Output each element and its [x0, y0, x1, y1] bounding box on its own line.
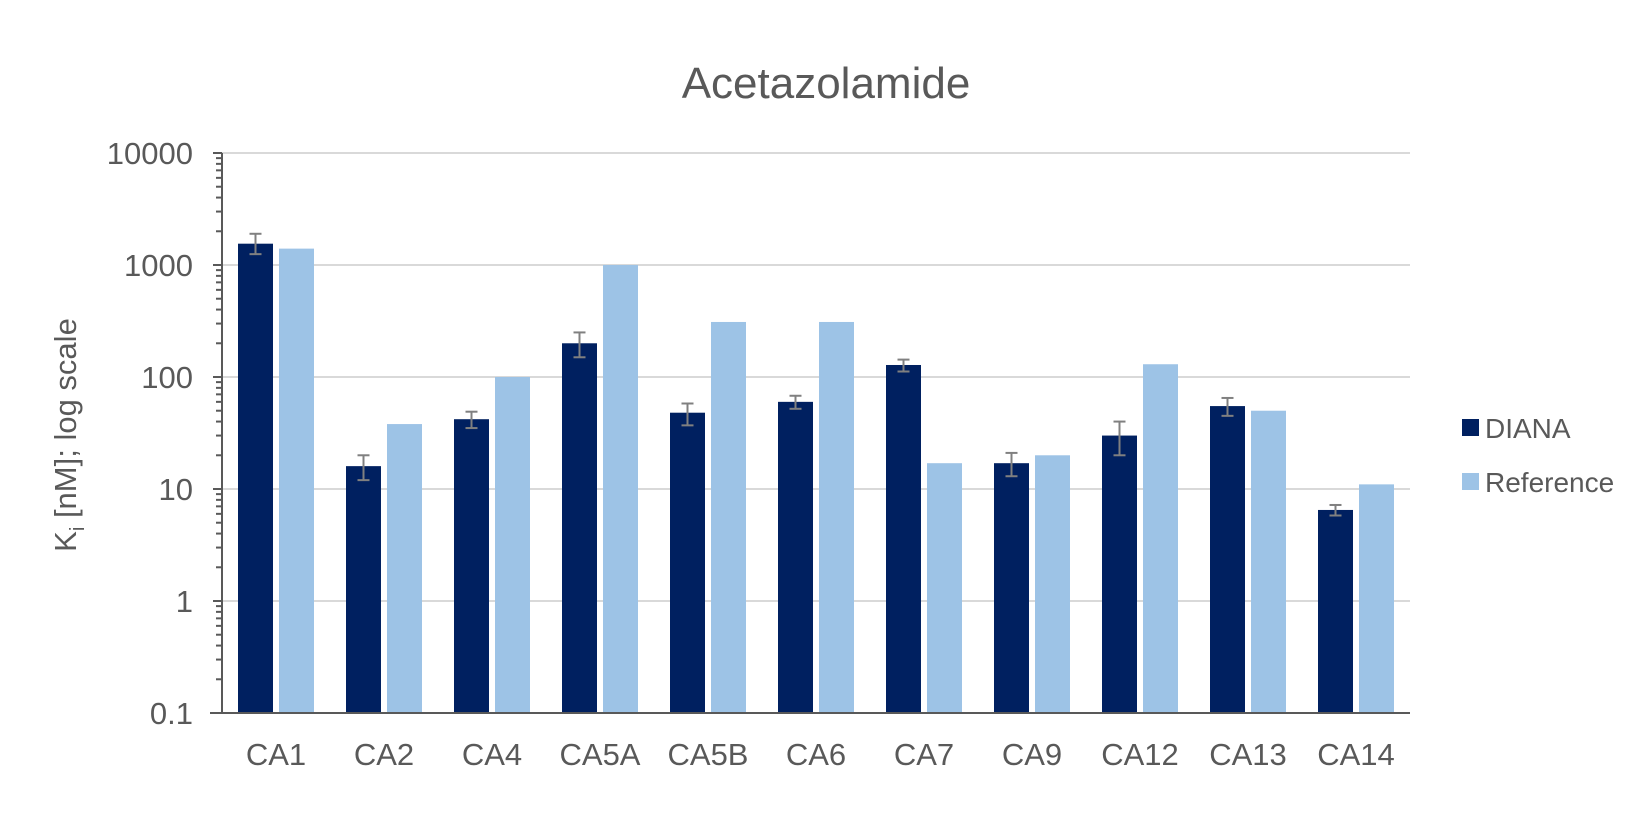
bar-reference-ca6	[819, 321, 854, 713]
legend-swatch-diana	[1462, 419, 1479, 436]
bar-reference-ca2	[387, 424, 422, 713]
legend-label-diana: DIANA	[1485, 413, 1571, 444]
y-axis-label: Ki [nM]; log scale	[48, 318, 89, 552]
x-tick-label: CA13	[1209, 737, 1287, 772]
x-tick-label: CA6	[786, 737, 846, 772]
legend-swatch-reference	[1462, 473, 1479, 490]
x-tick-label: CA4	[462, 737, 522, 772]
bar-diana-ca5a	[562, 343, 597, 713]
error-bars	[249, 232, 1342, 517]
bars	[238, 243, 1394, 713]
bar-diana-ca5b	[670, 412, 705, 713]
bar-reference-ca9	[1035, 455, 1070, 713]
bar-reference-ca5b	[711, 321, 746, 713]
y-axis-label-subscript: i	[67, 527, 89, 531]
bar-diana-ca9	[994, 463, 1029, 713]
bar-diana-ca6	[778, 401, 813, 713]
bar-diana-ca13	[1210, 406, 1245, 713]
x-tick-label: CA9	[1002, 737, 1062, 772]
bar-reference-ca13	[1251, 410, 1286, 713]
bar-diana-ca2	[346, 466, 381, 713]
y-tick-labels: 10000 1000 100 10 1 0.1	[107, 136, 193, 731]
bar-reference-ca12	[1143, 364, 1178, 713]
y-axis	[210, 152, 1410, 714]
bar-reference-ca7	[927, 463, 962, 713]
y-tick-label: 10000	[107, 136, 193, 171]
x-tick-label: CA2	[354, 737, 414, 772]
x-tick-label: CA1	[246, 737, 306, 772]
x-tick-label: CA5A	[560, 737, 641, 772]
chart-title: Acetazolamide	[682, 59, 971, 108]
y-axis-label-main: K	[48, 531, 83, 552]
x-tick-label: CA14	[1317, 737, 1395, 772]
y-tick-label: 1	[176, 584, 193, 619]
bar-reference-ca5a	[603, 265, 638, 713]
y-tick-label: 100	[141, 360, 193, 395]
bar-diana-ca1	[238, 243, 273, 713]
bar-reference-ca4	[495, 377, 530, 713]
y-axis-label-suffix: [nM]; log scale	[48, 318, 83, 526]
y-tick-label: 0.1	[150, 696, 193, 731]
legend: DIANA Reference	[1462, 413, 1614, 498]
y-tick-label: 1000	[124, 248, 193, 283]
bar-reference-ca14	[1359, 484, 1394, 713]
x-tick-label: CA12	[1101, 737, 1179, 772]
x-tick-label: CA5B	[668, 737, 749, 772]
bar-diana-ca7	[886, 364, 921, 713]
bar-reference-ca1	[279, 248, 314, 713]
x-tick-labels: CA1 CA2 CA4 CA5A CA5B CA6 CA7 CA9 CA12 CA13 CA14	[246, 737, 1395, 772]
legend-label-reference: Reference	[1485, 467, 1614, 498]
x-tick-label: CA7	[894, 737, 954, 772]
bar-diana-ca4	[454, 419, 489, 713]
bar-diana-ca14	[1318, 509, 1353, 713]
y-tick-label: 10	[159, 472, 193, 507]
bar-diana-ca12	[1102, 435, 1137, 713]
